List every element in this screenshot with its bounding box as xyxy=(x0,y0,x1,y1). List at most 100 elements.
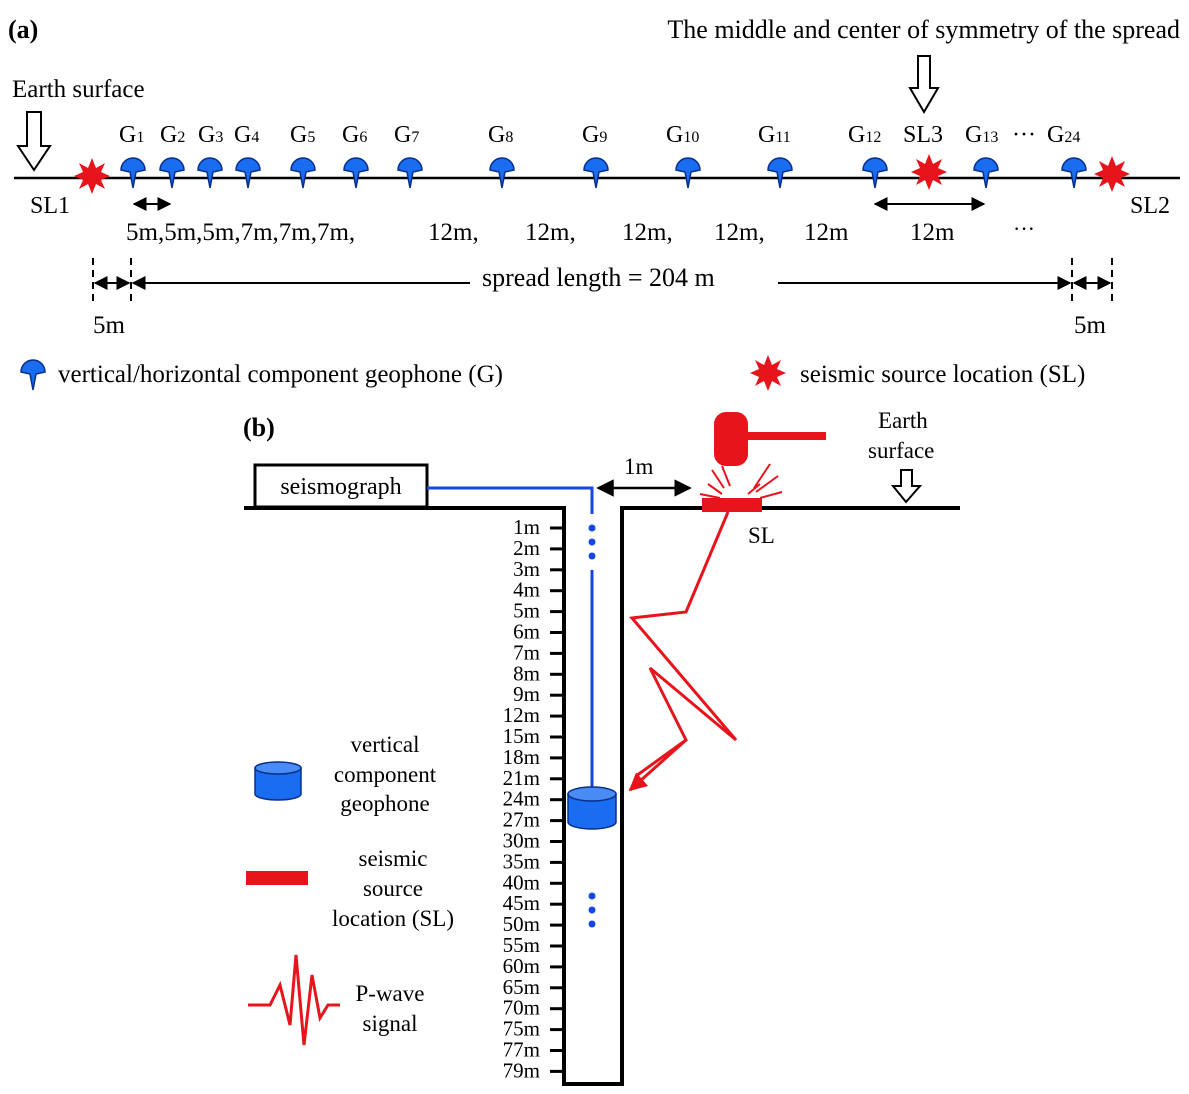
earth-surface-b-arrow-icon xyxy=(890,469,923,504)
depth-label: 7m xyxy=(513,640,540,664)
geophone-labels: G1 G2 G3 G4 G5 G6 G7 G8 G9 G10 G11 G12 S… xyxy=(119,122,1080,148)
legend-b-source-line: location (SL) xyxy=(332,906,454,931)
offset-left-label: 5m xyxy=(93,312,126,339)
seismograph-label: seismograph xyxy=(280,474,401,500)
depth-label: 30m xyxy=(503,829,540,853)
source-sl1-icon xyxy=(74,158,110,194)
legend-b-source-line: source xyxy=(363,876,423,901)
geophone-label: G1 xyxy=(119,122,144,148)
geophone-icon xyxy=(397,157,423,189)
depth-label: 12m xyxy=(503,703,540,727)
earth-surface-label: Earth surface xyxy=(12,76,145,103)
sl3-label: SL3 xyxy=(903,122,943,148)
geophone-label: G10 xyxy=(666,122,699,148)
sl2-label: SL2 xyxy=(1130,193,1170,219)
legend-b-source-line: seismic xyxy=(359,846,428,871)
source-sl3-icon xyxy=(911,154,947,190)
depth-label: 15m xyxy=(503,724,540,748)
spacing-dots: ··· xyxy=(1013,216,1035,241)
geophone-label: G9 xyxy=(582,122,607,148)
depth-label: 1m xyxy=(513,515,540,539)
legend-b-geophone-line: vertical xyxy=(351,732,420,757)
spacing-12m: 12m, xyxy=(714,219,765,246)
geophone-label: G13 xyxy=(965,122,998,148)
legend-source-label: seismic source location (SL) xyxy=(800,361,1085,388)
geophone-icon xyxy=(290,157,316,189)
sl-label: SL xyxy=(748,523,775,548)
geophone-icon xyxy=(583,157,609,189)
depth-label: 8m xyxy=(513,661,540,685)
depth-label: 24m xyxy=(503,787,540,811)
spread-length-dimension xyxy=(92,258,1113,304)
legend-b: vertical component geophone seismic sour… xyxy=(246,732,454,1046)
geophone-label: G2 xyxy=(160,122,185,148)
borehole-outline xyxy=(244,506,960,1086)
depth-label: 55m xyxy=(503,933,540,957)
ellipsis: ··· xyxy=(1012,122,1036,148)
depth-label: 6m xyxy=(513,620,540,644)
depth-label: 65m xyxy=(503,975,540,999)
p-wave-ray xyxy=(629,511,738,778)
geophone-icon xyxy=(675,157,701,189)
borehole-geophone-icon xyxy=(567,786,617,830)
depth-label: 50m xyxy=(503,912,540,936)
depth-label: 60m xyxy=(503,954,540,978)
spacing-12m: 12m xyxy=(804,219,849,246)
source-pad xyxy=(702,498,762,512)
geophone-label: G5 xyxy=(290,122,315,148)
depth-labels: 1m2m3m4m5m6m7m8m9m12m15m18m21m24m27m30m3… xyxy=(503,515,564,1082)
spacing-12m: 12m, xyxy=(428,219,479,246)
depth-label: 2m xyxy=(513,536,540,560)
geophone-icon xyxy=(120,157,146,189)
depth-label: 70m xyxy=(503,996,540,1020)
geophone-icon xyxy=(767,157,793,189)
depth-label: 79m xyxy=(503,1058,540,1082)
geophone-icon xyxy=(235,157,261,189)
geophone-label: G24 xyxy=(1047,122,1080,148)
legend-b-geophone-icon xyxy=(254,761,302,801)
source-sl2-icon xyxy=(1094,156,1130,192)
sl1-label: SL1 xyxy=(30,193,70,219)
geophone-label: G7 xyxy=(394,122,419,148)
depth-label: 75m xyxy=(503,1017,540,1041)
legend-b-geophone-line: geophone xyxy=(340,791,429,816)
depth-label: 9m xyxy=(513,682,540,706)
depth-label: 21m xyxy=(503,766,540,790)
spacing-12m: 12m, xyxy=(622,219,673,246)
depth-label: 27m xyxy=(503,808,540,832)
depth-label: 45m xyxy=(503,891,540,915)
depth-label: 3m xyxy=(513,557,540,581)
depth-label: 5m xyxy=(513,599,540,623)
cable-dots xyxy=(588,524,596,560)
center-of-symmetry-note: The middle and center of symmetry of the… xyxy=(667,15,1180,44)
geophone-icon xyxy=(1061,157,1087,189)
panel-a-label: (a) xyxy=(8,15,38,44)
seismograph-box xyxy=(253,463,429,509)
depth-label: 35m xyxy=(503,849,540,873)
earth-surface-arrow-icon xyxy=(16,111,52,172)
legend-b-geophone-line: component xyxy=(334,762,437,787)
offset-label: 1m xyxy=(624,454,654,479)
geophone-label: G11 xyxy=(758,122,791,148)
depth-label: 77m xyxy=(503,1038,540,1062)
legend-b-pwave-line: signal xyxy=(363,1011,418,1036)
center-arrow-icon xyxy=(908,55,940,114)
p-wave-arrowhead xyxy=(628,738,687,792)
spread-length-label: spread length = 204 m xyxy=(482,263,715,292)
geophone-icon xyxy=(862,157,888,189)
spacing-12m: 12m, xyxy=(525,219,576,246)
geophone-icon xyxy=(973,157,999,189)
depth-label: 4m xyxy=(513,578,540,602)
geophone-icon xyxy=(197,157,223,189)
spacing-text: 5m,5m,5m,7m,7m,7m, xyxy=(126,219,355,246)
depth-label: 18m xyxy=(503,745,540,769)
hammer-icon xyxy=(714,412,826,466)
center-spacing-12m: 12m xyxy=(910,219,955,246)
geophone-label: G8 xyxy=(488,122,513,148)
panel-b-label: (b) xyxy=(243,413,275,442)
impact-lines xyxy=(699,463,783,499)
legend-b-pwave-icon xyxy=(248,954,340,1046)
geophone-label: G3 xyxy=(198,122,223,148)
